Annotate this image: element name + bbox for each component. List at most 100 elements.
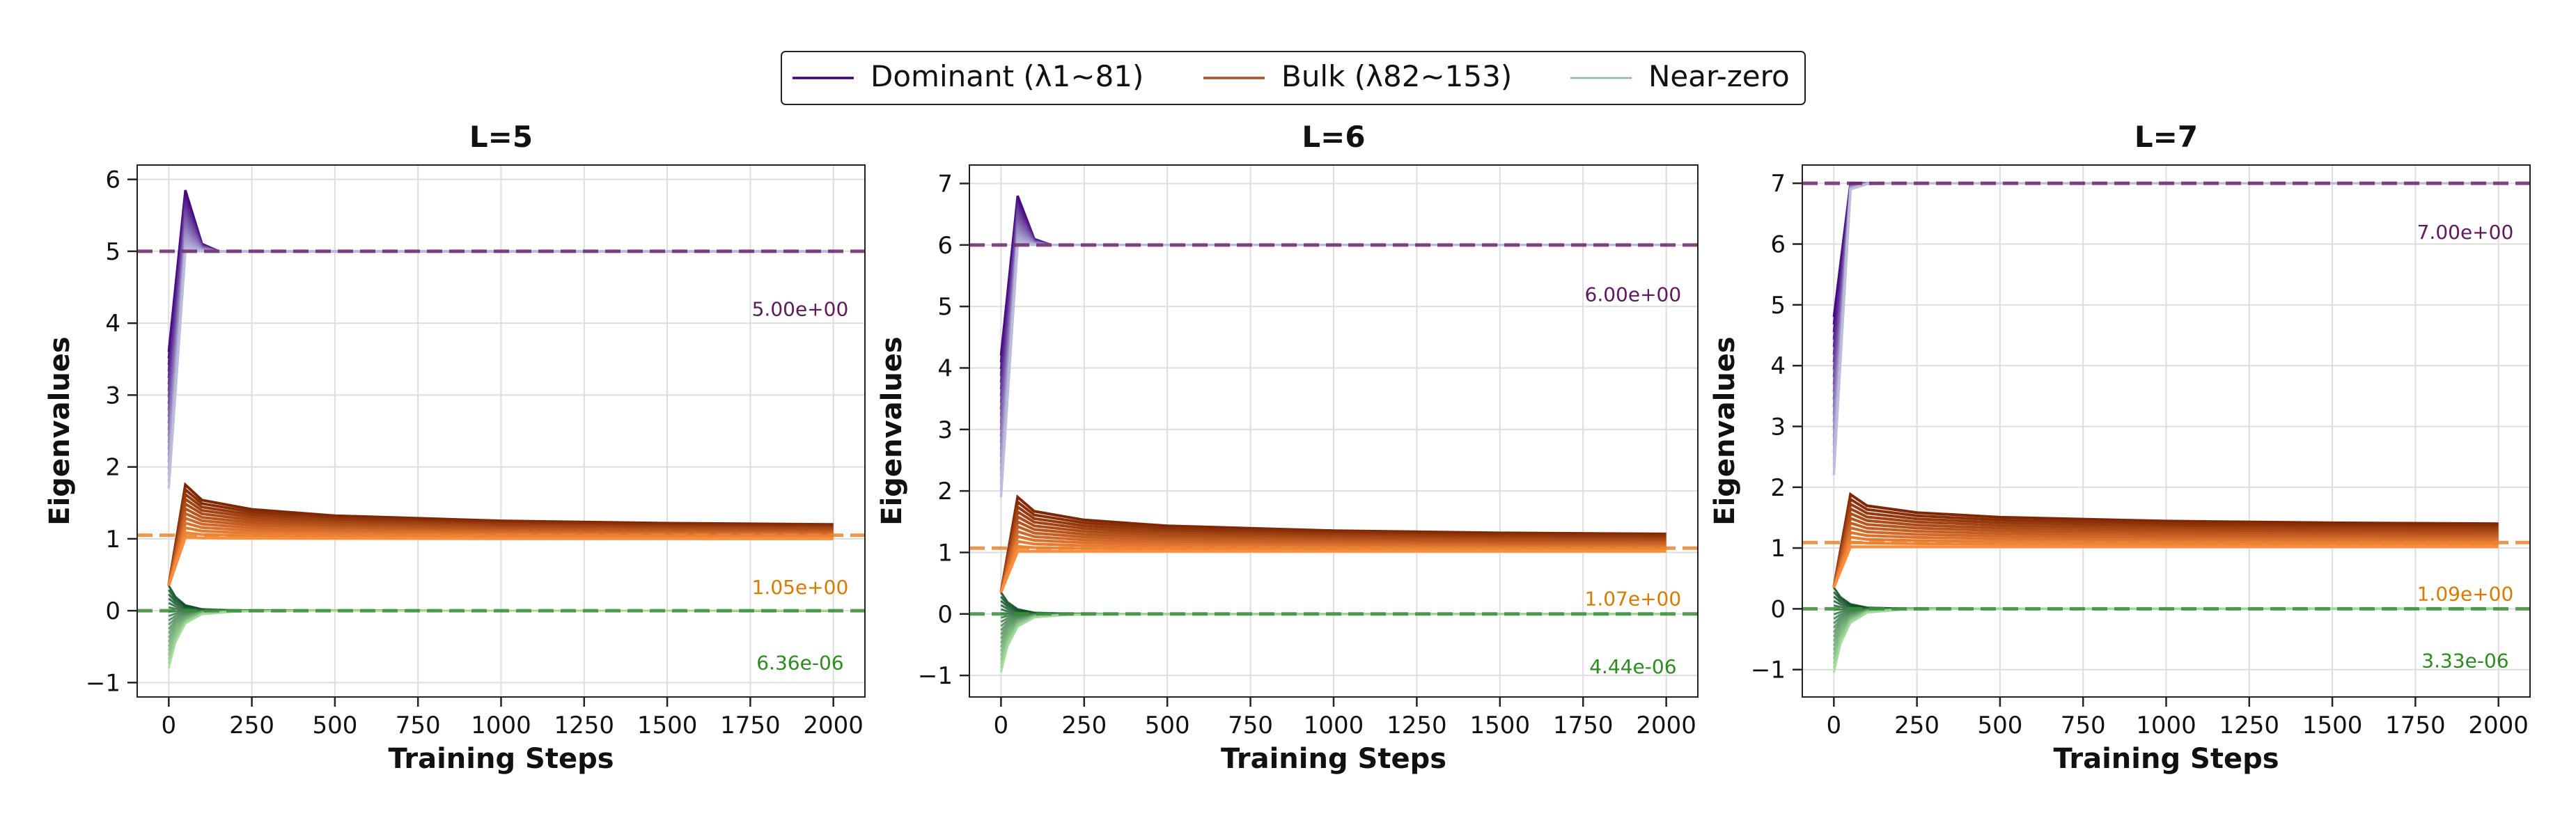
y-axis-label: Eigenvalues [44, 336, 76, 525]
x-tick-label: 1500 [1470, 712, 1531, 739]
legend: Dominant (λ1~81) Bulk (λ82~153) Near-zero [781, 51, 1806, 105]
y-tick-label: 5 [105, 238, 120, 266]
series-line-bulk [167, 496, 834, 586]
y-tick-label: 7 [1770, 170, 1786, 198]
reference-label-bulk: 1.05e+00 [752, 576, 849, 599]
x-tick-label: 2000 [803, 712, 864, 739]
series-line-dominant [167, 250, 834, 489]
reference-label-bulk: 1.09e+00 [2417, 583, 2514, 606]
series-line-bulk [1832, 531, 2499, 588]
y-tick-label: 7 [937, 170, 953, 198]
x-tick-label: 0 [1827, 712, 1842, 739]
x-tick-label: 1750 [720, 712, 781, 739]
series-line-bulk [1832, 526, 2499, 588]
series-line-dominant [999, 244, 1666, 498]
y-tick-label: 4 [1770, 352, 1786, 380]
series-line-bulk [167, 501, 834, 586]
y-tick-label: 1 [1770, 535, 1786, 563]
series-line-bulk [999, 524, 1666, 593]
reference-label-dominant: 7.00e+00 [2417, 221, 2514, 244]
y-tick-label: 3 [937, 416, 953, 444]
series-line-bulk [167, 506, 834, 586]
y-tick-label: −1 [1751, 657, 1786, 684]
x-tick-label: 1250 [554, 712, 615, 739]
series-line-bulk [167, 487, 834, 586]
reference-label-dominant: 6.00e+00 [1585, 283, 1682, 306]
y-tick-label: 4 [937, 354, 953, 382]
x-tick-label: 500 [1977, 712, 2022, 739]
x-tick-label: 250 [1894, 712, 1939, 739]
series-line-bulk [167, 511, 834, 586]
reference-label-zero: 3.33e-06 [2421, 650, 2508, 673]
series-line-bulk [999, 494, 1666, 593]
x-axis-label: Training Steps [1221, 743, 1446, 775]
y-tick-label: 0 [1770, 595, 1786, 623]
series-line-bulk [1832, 516, 2499, 588]
x-tick-label: 0 [994, 712, 1009, 739]
y-tick-label: 4 [105, 310, 120, 338]
legend-frame [781, 51, 1806, 105]
y-tick-label: 2 [1770, 474, 1786, 502]
series-line-bulk [999, 529, 1666, 593]
series-line-bulk [999, 535, 1666, 593]
y-tick-label: −1 [918, 662, 953, 690]
legend-label: Near-zero [1648, 59, 1790, 93]
x-tick-label: 1000 [2136, 712, 2196, 739]
series-line-bulk [1832, 501, 2499, 588]
reference-label-dominant: 5.00e+00 [752, 297, 849, 320]
y-tick-label: 0 [937, 601, 953, 629]
x-tick-label: 0 [162, 712, 177, 739]
y-tick-label: 5 [1770, 292, 1786, 320]
series-line-bulk [999, 515, 1666, 593]
series-line-bulk [1832, 506, 2499, 588]
x-tick-label: 500 [1145, 712, 1190, 739]
series-line-bulk [999, 509, 1666, 593]
y-tick-label: 0 [105, 597, 120, 625]
chart-panels: 5.00e+001.05e+006.36e-060 250 500 750 1000 12… [44, 120, 2531, 775]
x-tick-label: 750 [1228, 712, 1273, 739]
series-line-bulk [999, 549, 1666, 593]
series-line-bulk [167, 516, 834, 586]
series-line-bulk [1832, 496, 2499, 588]
chart-panel-1: 5.00e+001.05e+006.36e-060 250 500 750 1000 12… [44, 120, 866, 775]
series-line-bulk [1832, 545, 2499, 588]
x-axis-label: Training Steps [388, 743, 614, 775]
x-tick-label: 2000 [1636, 712, 1696, 739]
y-tick-label: 6 [937, 232, 953, 260]
legend-label: Bulk (λ82~153) [1281, 59, 1512, 93]
y-tick-label: 3 [1770, 413, 1786, 441]
x-axis-label: Training Steps [2053, 743, 2279, 775]
series-line-dominant [1832, 182, 2499, 476]
x-tick-label: 1750 [1553, 712, 1614, 739]
y-axis-label: Eigenvalues [1709, 336, 1741, 525]
panel-title: L=7 [2134, 120, 2198, 154]
x-tick-label: 250 [1061, 712, 1107, 739]
y-tick-label: 6 [1770, 231, 1786, 259]
x-tick-label: 750 [2061, 712, 2106, 739]
x-tick-label: 1250 [2219, 712, 2280, 739]
series-line-bulk [167, 492, 834, 586]
x-tick-label: 1750 [2385, 712, 2446, 739]
x-tick-label: 1000 [471, 712, 531, 739]
x-tick-label: 2000 [2468, 712, 2529, 739]
series-line-bulk [999, 519, 1666, 593]
y-tick-label: 5 [937, 293, 953, 321]
y-axis-label: Eigenvalues [876, 336, 908, 525]
legend-label: Dominant (λ1~81) [871, 59, 1143, 93]
y-tick-label: 2 [105, 454, 120, 482]
y-tick-label: 1 [105, 526, 120, 554]
reference-label-bulk: 1.07e+00 [1585, 588, 1682, 611]
reference-label-zero: 6.36e-06 [756, 651, 843, 674]
y-tick-label: 1 [937, 539, 953, 567]
y-tick-label: −1 [86, 669, 120, 697]
series-line-bulk [167, 535, 834, 586]
y-tick-label: 3 [105, 382, 120, 409]
reference-label-zero: 4.44e-06 [1589, 655, 1676, 678]
x-tick-label: 750 [396, 712, 441, 739]
x-tick-label: 1500 [2302, 712, 2363, 739]
series-line-bulk [167, 482, 834, 586]
x-tick-label: 1250 [1387, 712, 1447, 739]
series-line-bulk [1832, 492, 2499, 588]
x-tick-label: 500 [312, 712, 357, 739]
